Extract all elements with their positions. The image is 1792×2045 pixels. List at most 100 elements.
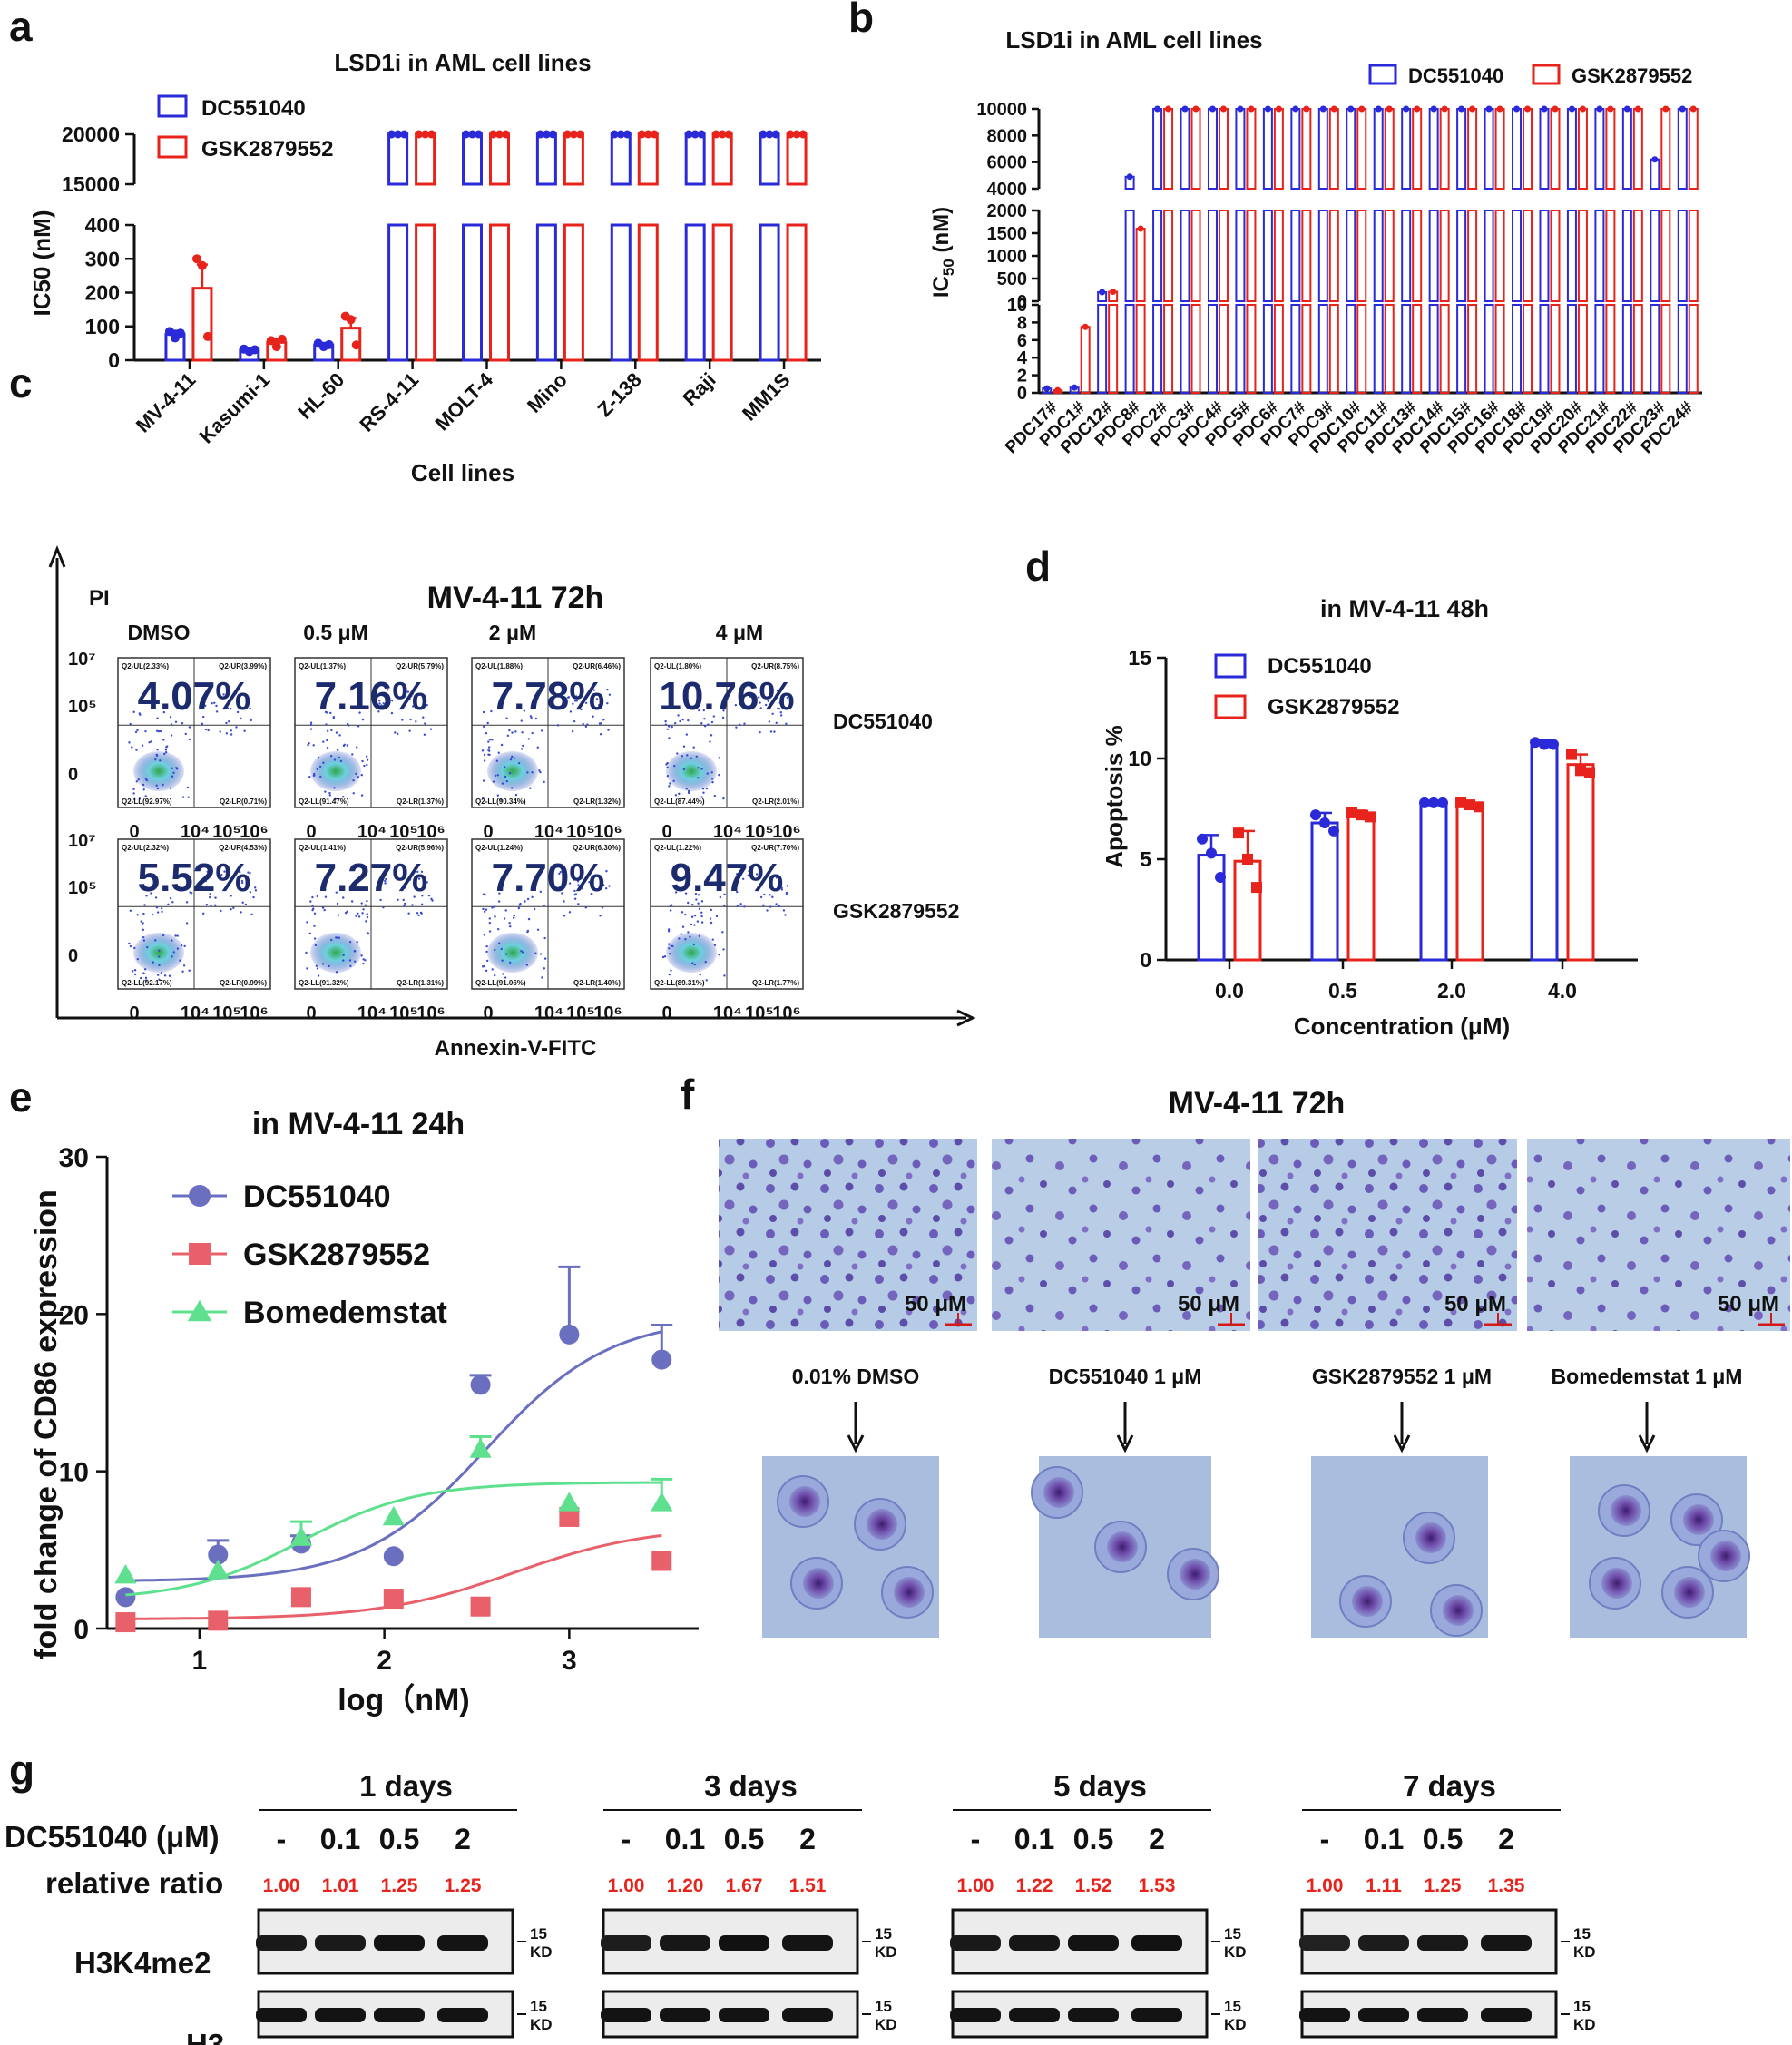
chart-b-bar (1108, 304, 1119, 394)
f-cell-nucleus (1415, 1522, 1446, 1553)
chart-a-point (563, 130, 572, 139)
g-dose-label: 0.5 (379, 1823, 419, 1855)
c-x-tick: 0 (306, 1003, 316, 1023)
c-x-tick: 10⁴ (357, 822, 387, 842)
c-row-label-1: DC551040 (833, 709, 933, 733)
c-dot (702, 709, 706, 712)
chart-b-point (1292, 105, 1299, 113)
g-marker-unit: KD (875, 1943, 897, 1961)
chart-b-bar-mid (1328, 210, 1339, 302)
c-dot (202, 912, 205, 915)
c-dot (142, 922, 144, 925)
c-x-tick: 0 (129, 822, 139, 842)
c-dot (559, 870, 562, 874)
c-dot (186, 786, 190, 789)
c-dot (236, 710, 240, 714)
f-cell-nucleus (1683, 1504, 1714, 1535)
f-cell-nucleus (1611, 1495, 1641, 1526)
c-y-tick: 10⁷ (68, 831, 96, 851)
c-dot (500, 743, 504, 747)
c-dot (330, 729, 333, 732)
chart-a-point (197, 260, 207, 270)
chart-b-bar-mid (1660, 210, 1671, 302)
c-dot (144, 778, 148, 780)
c-dot (533, 907, 536, 911)
axis-b-tick-label: 6 (1017, 331, 1027, 351)
axis-a-category-label: Raji (678, 368, 720, 410)
c-dot (739, 689, 743, 691)
c-dot (563, 915, 566, 917)
g-band (1068, 2008, 1119, 2022)
f-cell-nucleus (803, 1568, 834, 1599)
c-dot (710, 771, 713, 774)
c-dot (759, 730, 761, 734)
axis-b-tick-label: 1500 (987, 224, 1028, 244)
c-dot (230, 907, 232, 911)
g-band (601, 1935, 651, 1951)
c-dot (773, 730, 776, 733)
g-marker-unit: KD (1224, 1943, 1247, 1961)
c-dot (680, 933, 682, 935)
c-dot (363, 764, 366, 768)
g-day-label: 1 days (359, 1769, 453, 1803)
c-dot (509, 758, 513, 761)
chart-e-point (189, 1243, 211, 1265)
g-ratio-value: 1.00 (608, 1875, 645, 1896)
c-dot (534, 717, 538, 720)
chart-b-bar-top (1688, 108, 1699, 190)
c-dot (211, 702, 213, 705)
g-band (1131, 2008, 1182, 2022)
chart-a-point (475, 130, 483, 139)
c-dot (154, 758, 157, 761)
c-dot (705, 787, 709, 790)
c-dot (241, 901, 244, 905)
chart-e-point (651, 1349, 672, 1370)
c-x-tick: 0 (661, 822, 671, 842)
g-ratio-value: 1.25 (1425, 1875, 1462, 1896)
c-quad-lr: Q2-LR(1.32%) (573, 797, 621, 806)
c-dot (244, 903, 248, 906)
chart-b-ylabel-text: IC50 (nM) (929, 207, 957, 298)
g-dose-label: 0.1 (320, 1823, 360, 1855)
c-x-tick: 10⁵ (566, 1003, 595, 1023)
chart-b-point (1192, 105, 1200, 113)
g-band (782, 1935, 833, 1951)
c-dot (592, 689, 595, 691)
chart-b-bar-top (1550, 108, 1561, 190)
c-dot (129, 944, 132, 948)
c-dot (700, 915, 703, 918)
chart-b-bar (1484, 304, 1494, 394)
axis-a-category-label: RS-4-11 (355, 368, 423, 436)
g-ratio-label: relative ratio (45, 1866, 223, 1900)
chart-b-bar-mid (1373, 210, 1384, 302)
g-band (256, 2008, 307, 2022)
c-dot (142, 972, 145, 974)
chart-b-bar (1218, 304, 1229, 394)
chart-a-bar (489, 223, 510, 362)
c-dot (188, 726, 191, 729)
c-dot (711, 938, 714, 941)
chart-e-point (187, 1299, 212, 1322)
c-quad-ur: Q2-UR(5.79%) (396, 662, 444, 670)
chart-b-bar-mid (1467, 210, 1478, 302)
panel-c-flow: PI Annexin-V-FITC MV-4-11 72h DMSO 0.5 μ… (48, 544, 976, 1061)
axis-b-tick-label: 0 (1017, 292, 1027, 312)
chart-a-point (387, 130, 397, 139)
g-ratio-value: 1.35 (1488, 1875, 1525, 1896)
g-dose-label: 0.5 (1073, 1823, 1113, 1855)
chart-e-legend-label: DC551040 (243, 1179, 391, 1214)
g-marker-size: 15 (1224, 1998, 1241, 2015)
c-dot (695, 755, 698, 758)
c-dot (415, 720, 417, 723)
c-y-arrowhead (48, 544, 66, 568)
c-dot (355, 772, 357, 776)
c-dot (608, 693, 612, 696)
chart-b-point (1219, 105, 1227, 113)
g-ratio-value: 1.00 (957, 1875, 994, 1896)
chart-b-point (1330, 105, 1337, 113)
panel-a-chart: LSD1i in AML cell lines IC50 (nM) Cell l… (28, 49, 821, 486)
chart-a-bar (759, 223, 780, 362)
c-dot (710, 720, 714, 724)
chart-b-bar-top (1180, 108, 1190, 190)
c-dot (684, 892, 688, 895)
